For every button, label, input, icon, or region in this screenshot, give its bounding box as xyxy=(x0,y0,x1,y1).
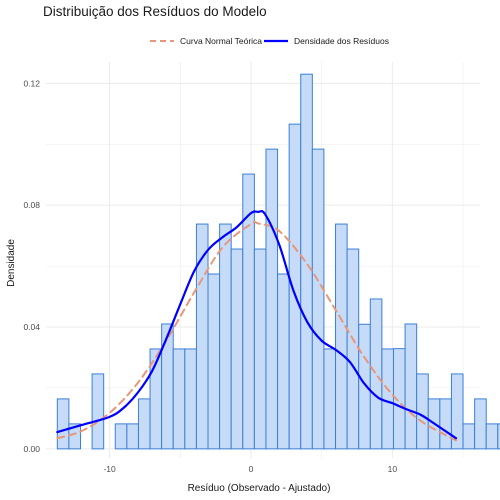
histogram-bar xyxy=(184,348,197,450)
x-tick-label: -10 xyxy=(103,464,116,474)
density-curve-line xyxy=(56,210,458,440)
histogram-bar xyxy=(450,373,464,450)
x-tick-label: 10 xyxy=(388,464,398,474)
x-axis-title: Resíduo (Observado - Ajustado) xyxy=(188,483,331,494)
chart-title: Distribuição dos Resíduos do Modelo xyxy=(43,4,267,19)
histogram-bar xyxy=(277,273,290,450)
density-curves xyxy=(56,210,458,442)
histogram-bar xyxy=(323,348,337,450)
histogram-bar xyxy=(381,348,394,450)
y-axis-title: Densidade xyxy=(6,239,17,287)
histogram-bar xyxy=(91,373,105,450)
y-tick-label: 0.12 xyxy=(23,78,40,88)
y-tick-label: 0.04 xyxy=(23,322,40,332)
normal-curve-line xyxy=(56,220,457,442)
histogram-bar xyxy=(161,323,174,450)
x-tick-label: 0 xyxy=(249,464,254,474)
histogram-bar xyxy=(230,248,244,450)
histogram-bar xyxy=(126,423,139,450)
histogram-bar xyxy=(474,398,487,450)
legend-item-density: Densidade dos Resíduos xyxy=(262,33,389,49)
histogram-bar xyxy=(311,148,325,450)
legend: Curva Normal Teórica Densidade dos Resíd… xyxy=(0,33,500,49)
histogram-bar xyxy=(485,423,499,450)
legend-item-normal: Curva Normal Teórica xyxy=(148,33,262,49)
histogram-bar xyxy=(404,323,418,450)
histogram-bar xyxy=(137,398,151,450)
histogram-bar xyxy=(439,398,452,450)
histogram-bar xyxy=(369,298,383,450)
axis-ticks: 0.00 0.04 0.08 0.12 -10 0 10 xyxy=(23,78,397,474)
histogram-bar xyxy=(462,423,476,450)
histogram-bar xyxy=(346,248,360,450)
legend-label-normal: Curva Normal Teórica xyxy=(180,36,263,46)
histogram-bar xyxy=(300,73,313,450)
histogram-bar xyxy=(265,148,279,450)
histogram-bar xyxy=(416,373,429,450)
histogram-bar xyxy=(56,398,70,450)
histogram-bar xyxy=(219,223,232,450)
histogram-bar xyxy=(172,348,186,450)
histogram-bar xyxy=(358,323,371,450)
histogram-bars xyxy=(56,73,500,450)
histogram-bar xyxy=(207,273,221,450)
histogram-bar xyxy=(497,423,500,450)
legend-label-density: Densidade dos Resíduos xyxy=(294,36,389,46)
y-tick-label: 0.00 xyxy=(23,444,40,454)
histogram-bar xyxy=(335,223,348,450)
y-tick-label: 0.08 xyxy=(23,200,40,210)
dashed-line-icon xyxy=(150,40,174,42)
histogram-bar xyxy=(114,423,128,450)
solid-line-icon xyxy=(264,39,288,43)
histogram-bar xyxy=(253,248,267,450)
